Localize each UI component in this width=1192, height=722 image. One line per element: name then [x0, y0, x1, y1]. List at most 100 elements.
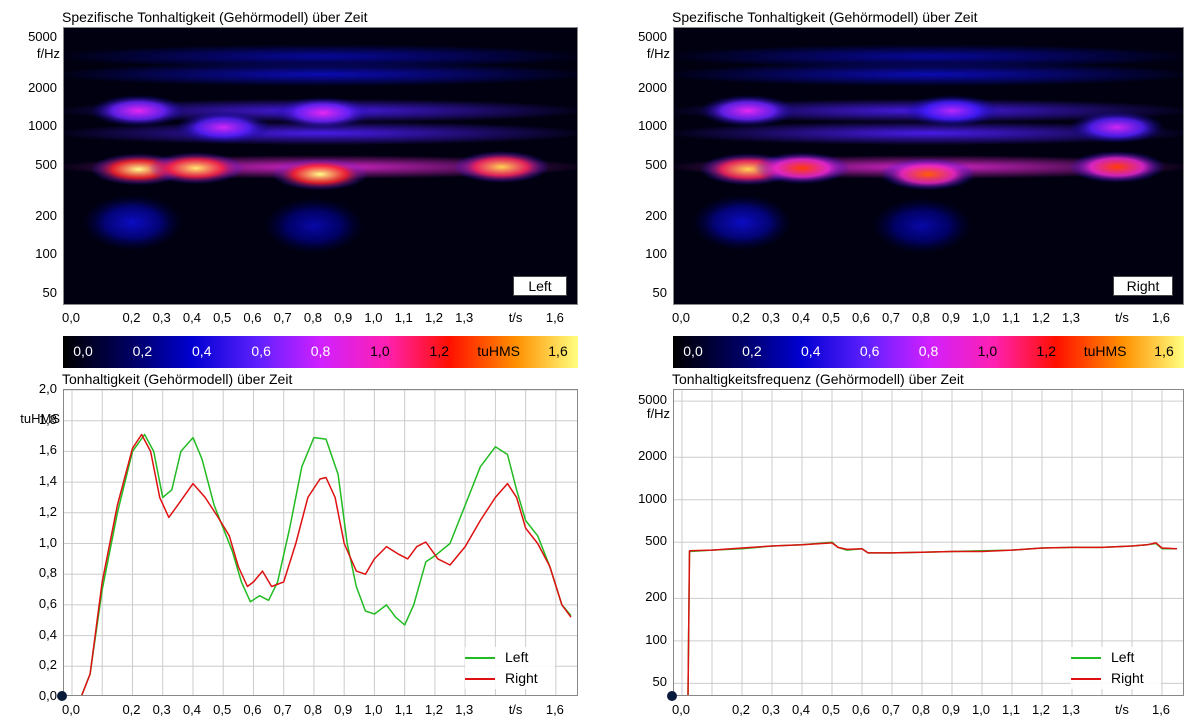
x-tick-label: 0,9	[334, 702, 353, 717]
x-tick-label: 0,0	[671, 702, 691, 717]
heatmap-peak	[453, 150, 550, 183]
x-tick-label: 1,0	[971, 702, 991, 717]
x-tick-label: 0,4	[182, 310, 202, 325]
colorbar-tick-label: tuHMS	[1083, 343, 1127, 359]
y-tick-label: 1000	[638, 490, 667, 506]
heatmap-peak	[147, 152, 244, 185]
y-tick-label: 1,8	[38, 411, 57, 427]
colorbar-left: 0,0 0,2 0,4 0,6 0,8 1,0 1,2 tuHMS 1,6	[63, 336, 578, 368]
y-tick-label: 500	[645, 156, 667, 172]
y-tick-label: 5000	[638, 29, 667, 45]
colorbar-tick-label: 0,4	[192, 343, 212, 359]
y-tick-label: 1,0	[38, 534, 57, 550]
x-tick-label: 1,1	[394, 310, 413, 325]
heatmap-band	[674, 121, 1183, 146]
y-tick-label: 2000	[638, 79, 667, 95]
legend-swatch-right	[465, 678, 495, 680]
x-tick-label: 1,1	[1001, 702, 1021, 717]
x-tick-label: 0,2	[731, 702, 751, 717]
legend-label-left: Left	[505, 649, 529, 665]
spectrogram-right-heatmap	[674, 44, 1183, 254]
tonality-plot-title: Tonhaltigkeit (Gehörmodell) über Zeit	[62, 371, 293, 387]
legend-swatch-left-2	[1071, 657, 1101, 659]
y-tick-label: 100	[645, 246, 667, 262]
x-tick-label: 0,8	[303, 702, 322, 717]
x-tick-label: 0,6	[851, 310, 871, 325]
x-tick-label: 1,3	[455, 310, 474, 325]
spectrogram-right-plot: Right	[673, 27, 1184, 305]
heatmap-peak	[271, 158, 368, 191]
x-tick-label: 0,3	[761, 702, 781, 717]
x-tick-label: 1,1	[394, 702, 413, 717]
y-tick-label: 100	[35, 246, 57, 262]
colorbar-tick-label: 0,6	[251, 343, 271, 359]
frequency-plot-yunit: f/Hz	[646, 406, 670, 421]
tonality-plot-yunit: tuHMS	[20, 411, 60, 426]
legend-item-right: Right	[465, 668, 555, 689]
spectrogram-left-plot: Left	[63, 27, 578, 305]
spectrogram-left-heatmap	[64, 44, 577, 254]
y-tick-label: 200	[645, 207, 667, 223]
legend-item-left: Left	[465, 647, 555, 668]
x-tick-label: 1,2	[1031, 702, 1051, 717]
y-tick-label: 500	[35, 156, 57, 172]
y-tick-label: 0,2	[38, 657, 57, 673]
heatmap-peak	[754, 152, 850, 185]
y-tick-label: 200	[35, 207, 57, 223]
cursor-marker-left[interactable]	[57, 691, 67, 701]
x-tick-label: 1,2	[424, 310, 443, 325]
x-tick-label: 0,6	[243, 310, 262, 325]
y-tick-label: 0,6	[38, 595, 57, 611]
heatmap-peak	[872, 197, 972, 254]
x-tick-label: 0,7	[881, 310, 901, 325]
heatmap-peak	[904, 94, 1000, 127]
x-tick-label: 0,7	[881, 702, 901, 717]
channel-label-right: Right	[1113, 276, 1173, 296]
tonality-plot-area: Left Right	[63, 389, 578, 696]
x-tick-label: 0,9	[941, 310, 961, 325]
x-tick-label: 0,3	[152, 702, 171, 717]
y-tick-label: 1,6	[38, 442, 57, 458]
x-tick-label: 1,3	[1061, 310, 1081, 325]
frequency-legend: Left Right	[1071, 647, 1161, 689]
colorbar-tick-label: 0,6	[859, 343, 880, 359]
x-tick-label: 1,6	[545, 310, 564, 325]
x-tick-label: 0,8	[911, 310, 931, 325]
x-tick-label: 0,0	[61, 310, 81, 325]
spectrogram-right-yunit: f/Hz	[646, 46, 670, 61]
heatmap-peak	[1069, 111, 1165, 144]
tonality-legend: Left Right	[465, 647, 555, 689]
x-tick-label: 1,0	[364, 702, 383, 717]
colorbar-tick-label: 1,6	[1154, 343, 1174, 359]
x-tick-label: 0,7	[273, 310, 292, 325]
colorbar-tick-label: 1,0	[370, 343, 390, 359]
x-tick-label: 0,6	[243, 702, 262, 717]
x-tick-label: 0,0	[671, 310, 691, 325]
colorbar-tick-label: 1,0	[977, 343, 998, 359]
x-tick-label: 1,6	[1151, 310, 1171, 325]
heatmap-peak	[175, 111, 272, 144]
x-tick-label: 0,3	[761, 310, 781, 325]
x-tick-label: 0,4	[791, 702, 811, 717]
y-tick-label: 50	[652, 674, 667, 690]
x-tick-label: 1,0	[364, 310, 383, 325]
x-tick-label: t/s	[1115, 310, 1129, 325]
x-tick-label: 0,5	[821, 702, 841, 717]
colorbar-tick-label: 1,2	[1036, 343, 1056, 359]
y-tick-label: 1000	[638, 118, 667, 134]
heatmap-peak	[880, 158, 976, 191]
x-tick-label: 0,4	[182, 702, 202, 717]
x-tick-label: 1,6	[545, 702, 564, 717]
x-tick-label: 0,4	[791, 310, 811, 325]
heatmap-peak	[263, 197, 364, 254]
y-tick-label: 0,8	[38, 565, 57, 581]
heatmap-peak	[90, 94, 187, 127]
y-tick-label: 0,4	[38, 626, 57, 642]
cursor-marker-right[interactable]	[667, 691, 677, 701]
x-tick-label: 0,5	[213, 310, 232, 325]
colorbar-tick-label: 0,2	[132, 343, 153, 359]
y-tick-label: 500	[645, 533, 667, 549]
x-tick-label: 1,1	[1001, 310, 1021, 325]
y-tick-label: 50	[42, 284, 57, 300]
colorbar-tick-label: 0,2	[742, 343, 762, 359]
